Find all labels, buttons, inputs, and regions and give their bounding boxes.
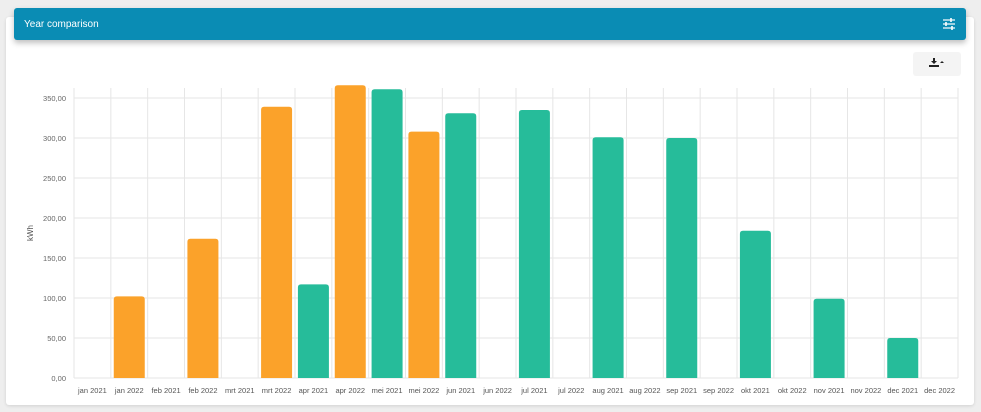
x-tick-label: mei 2021 — [372, 386, 403, 395]
bar-mei-2022[interactable] — [408, 131, 440, 378]
x-tick-label: okt 2021 — [741, 386, 770, 395]
x-tick-label: jan 2022 — [114, 386, 144, 395]
download-icon — [929, 55, 945, 73]
x-tick-label: mei 2022 — [408, 386, 439, 395]
x-tick-label: nov 2021 — [814, 386, 845, 395]
bar-jun-2021[interactable] — [445, 113, 477, 378]
bar-jul-2021[interactable] — [518, 110, 550, 378]
x-tick-label: apr 2022 — [335, 386, 365, 395]
x-tick-label: nov 2022 — [850, 386, 881, 395]
y-axis-ticks: 0,00 50,00 100,00 150,00 200,00 250,00 300,00 3… — [43, 94, 66, 383]
bar-aug-2021[interactable] — [592, 137, 624, 378]
bar-jan-2022[interactable] — [113, 296, 145, 378]
x-tick-label: sep 2021 — [666, 386, 697, 395]
x-tick-label: aug 2021 — [592, 386, 623, 395]
grid-lines — [73, 88, 959, 379]
bar-mei-2021[interactable] — [371, 89, 403, 378]
x-axis-ticks: jan 2021 jan 2022 feb 2021 feb 2022 mrt 2021… — [77, 386, 955, 395]
bar-feb-2022[interactable] — [187, 238, 219, 378]
x-tick-label: dec 2021 — [887, 386, 918, 395]
x-tick-label: mrt 2022 — [262, 386, 292, 395]
bar-dec-2021[interactable] — [887, 338, 919, 378]
chart-card — [6, 17, 974, 405]
bars — [113, 85, 919, 379]
card-header: Year comparison — [14, 8, 966, 40]
y-tick-label: 150,00 — [43, 254, 66, 263]
bar-nov-2021[interactable] — [813, 298, 845, 378]
y-tick-label: 300,00 — [43, 134, 66, 143]
x-tick-label: jun 2022 — [482, 386, 512, 395]
x-tick-label: jun 2021 — [445, 386, 475, 395]
y-tick-label: 0,00 — [51, 374, 66, 383]
y-tick-label: 100,00 — [43, 294, 66, 303]
x-tick-label: jul 2021 — [520, 386, 547, 395]
bar-okt-2021[interactable] — [739, 230, 771, 378]
x-tick-label: dec 2022 — [924, 386, 955, 395]
x-tick-label: mrt 2021 — [225, 386, 255, 395]
x-tick-label: feb 2021 — [151, 386, 180, 395]
x-tick-label: aug 2022 — [629, 386, 660, 395]
tune-sliders-icon[interactable] — [942, 17, 956, 31]
x-tick-label: sep 2022 — [703, 386, 734, 395]
bar-apr-2021[interactable] — [297, 284, 329, 378]
x-tick-label: feb 2022 — [188, 386, 217, 395]
bar-sep-2021[interactable] — [666, 138, 698, 378]
y-tick-label: 50,00 — [47, 334, 66, 343]
x-tick-label: okt 2022 — [778, 386, 807, 395]
x-tick-label: jul 2022 — [557, 386, 584, 395]
card-title: Year comparison — [24, 18, 99, 30]
y-axis-label: kWh — [26, 225, 35, 241]
x-tick-label: jan 2021 — [77, 386, 107, 395]
y-tick-label: 250,00 — [43, 174, 66, 183]
x-tick-label: apr 2021 — [299, 386, 329, 395]
bar-mrt-2022[interactable] — [261, 106, 293, 379]
y-tick-label: 350,00 — [43, 94, 66, 103]
download-menu-button[interactable] — [913, 52, 961, 76]
bar-apr-2022[interactable] — [334, 85, 366, 378]
y-tick-label: 200,00 — [43, 214, 66, 223]
